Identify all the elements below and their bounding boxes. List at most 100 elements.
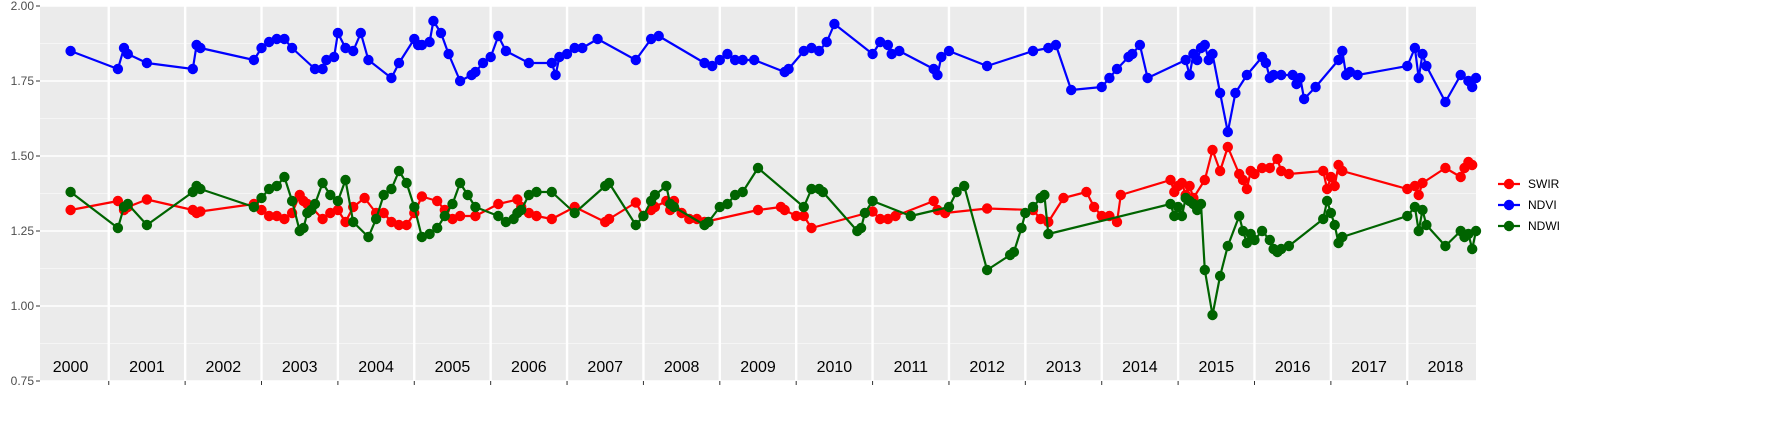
data-point [1283, 240, 1295, 252]
data-point [386, 183, 397, 195]
y-tick-label: 1.75 [11, 74, 35, 88]
data-point [256, 42, 267, 54]
year-labels: 2000 2001 2002 2003 2004 2005 2006 2007 2008 2009… [53, 359, 1464, 376]
year-label: 2002 [206, 359, 242, 376]
data-point [592, 33, 603, 45]
data-point [462, 189, 473, 201]
data-point [1467, 159, 1478, 171]
data-point [424, 36, 435, 48]
grid [40, 5, 1476, 382]
data-point [550, 69, 561, 81]
data-point [1402, 210, 1413, 222]
data-point [1256, 225, 1268, 237]
data-point [1241, 183, 1253, 195]
data-point [1318, 213, 1329, 225]
data-point [798, 210, 809, 222]
data-point [791, 210, 802, 222]
data-point [981, 60, 993, 72]
data-point [1264, 162, 1276, 174]
data-point [1008, 246, 1020, 258]
data-point [1165, 174, 1176, 186]
legend-key-point [1503, 178, 1515, 190]
data-point [195, 183, 206, 195]
data-point [1207, 309, 1218, 321]
data-point [779, 204, 790, 216]
data-point [393, 165, 405, 177]
data-point [1043, 228, 1054, 240]
data-point [981, 264, 993, 276]
data-point [279, 171, 290, 183]
data-point [668, 201, 680, 213]
data-point [603, 213, 615, 225]
data-point [317, 177, 328, 189]
data-point [443, 48, 454, 60]
data-point [1295, 72, 1306, 84]
data-point [737, 186, 748, 198]
data-point [370, 213, 382, 225]
data-point [409, 201, 420, 213]
data-point [359, 192, 370, 204]
data-point [477, 57, 489, 69]
data-point [561, 48, 573, 60]
data-point [1283, 168, 1295, 180]
data-point [783, 63, 794, 75]
year-label: 2003 [282, 359, 318, 376]
data-point [1333, 54, 1344, 66]
data-point [1172, 201, 1184, 213]
data-point [141, 194, 153, 205]
year-label: 2008 [664, 359, 700, 376]
data-point [332, 204, 344, 216]
legend-item-ndwi: NDWI [1498, 219, 1560, 233]
data-point [531, 210, 542, 222]
data-point [1329, 180, 1340, 192]
data-point [1222, 141, 1234, 153]
data-point [817, 186, 829, 198]
data-point [737, 54, 748, 66]
data-point [821, 36, 832, 48]
data-point [829, 18, 840, 30]
data-point [813, 45, 825, 57]
data-point [65, 186, 76, 198]
legend-key-point [1503, 199, 1515, 211]
data-point [454, 210, 466, 222]
y-tick-label: 0.75 [11, 374, 35, 388]
data-point [65, 204, 76, 216]
data-point [1249, 168, 1260, 180]
year-label: 2005 [435, 359, 471, 376]
data-point [1455, 69, 1466, 81]
year-label: 2016 [1275, 359, 1311, 376]
data-point [470, 66, 481, 78]
data-point [332, 27, 344, 39]
year-label: 2006 [511, 359, 547, 376]
data-point [1276, 69, 1287, 81]
data-point [298, 222, 309, 234]
data-point [1318, 165, 1329, 177]
data-point [1050, 39, 1062, 51]
data-point [1066, 84, 1077, 96]
legend-item-swir: SWIR [1498, 177, 1560, 191]
data-point [470, 210, 481, 222]
y-tick-label: 1.50 [11, 149, 35, 163]
data-point [485, 51, 496, 63]
data-point [1413, 189, 1424, 201]
data-point [1417, 204, 1428, 216]
year-label: 2010 [817, 359, 853, 376]
data-point [1421, 219, 1432, 231]
data-point [951, 186, 962, 198]
data-point [309, 63, 321, 75]
data-point [1199, 174, 1211, 186]
data-point [454, 75, 466, 87]
data-point [932, 69, 943, 81]
data-point [546, 57, 557, 69]
data-point [875, 213, 886, 225]
data-point [1409, 42, 1421, 54]
data-point [943, 201, 955, 213]
year-label: 2014 [1122, 359, 1158, 376]
data-point [363, 231, 374, 243]
data-point [1214, 87, 1226, 99]
data-point [248, 54, 260, 66]
data-point [279, 33, 290, 45]
data-point [729, 54, 741, 66]
data-point [393, 219, 405, 231]
